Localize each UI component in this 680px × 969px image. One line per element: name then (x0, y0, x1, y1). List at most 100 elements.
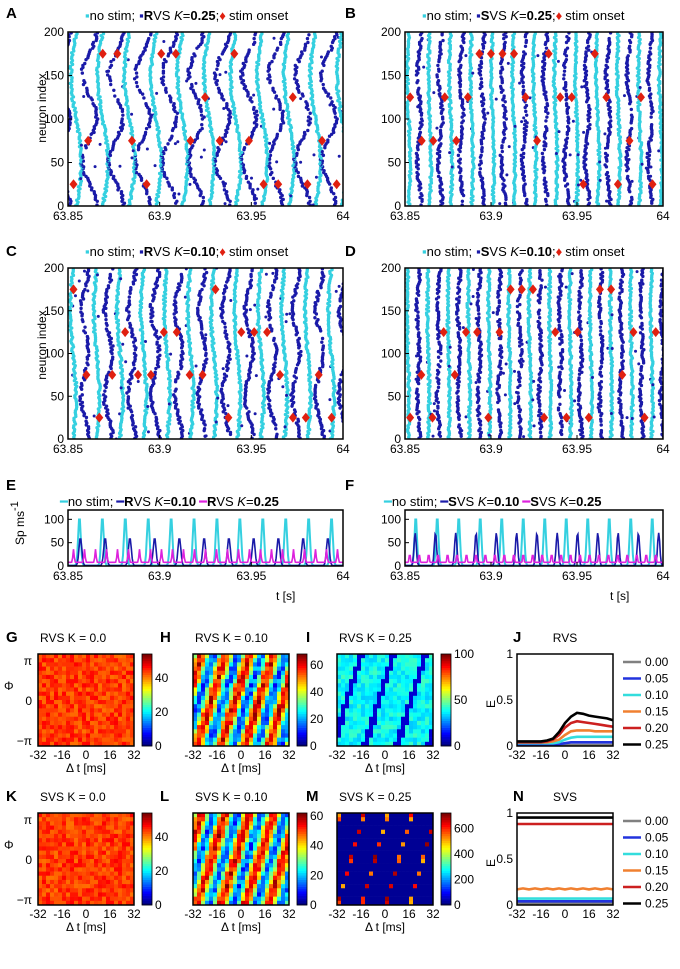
spike-stim (329, 186, 334, 190)
spike-nostim (46, 285, 49, 288)
spike-stim (361, 31, 364, 34)
spike-stim (670, 45, 673, 48)
spike-nostim (52, 185, 55, 188)
spike-stim (278, 40, 283, 45)
spike-nostim (52, 172, 55, 175)
spike-stim-stray (670, 128, 673, 131)
spike-stim (670, 58, 673, 61)
spike-stim (61, 337, 64, 340)
spike-stim (670, 133, 673, 136)
spike-stim (670, 192, 673, 195)
spike-stim (670, 136, 673, 139)
spike-stim (587, 201, 592, 205)
spike-stim (649, 92, 653, 96)
spike-stim-stray (188, 182, 192, 186)
spike-nostim (345, 160, 348, 163)
spike-stim (584, 50, 588, 54)
spike-stim (671, 113, 674, 116)
spike-stim-stray (223, 182, 227, 186)
spike-stim (295, 151, 299, 156)
spike-stim-stray (518, 81, 522, 85)
spike-stim (563, 80, 568, 85)
spike-nostim (44, 59, 47, 62)
spike-stim (399, 131, 402, 134)
spike-stim-stray (606, 47, 610, 51)
panel-label: E (6, 477, 16, 494)
spike-nostim (49, 195, 52, 198)
spike-stim (359, 108, 362, 111)
spike-stim (670, 50, 673, 53)
spike-stim (57, 382, 60, 385)
spike-nostim (260, 32, 264, 36)
spike-stim (135, 75, 139, 79)
legend-text-1: VS (457, 494, 478, 509)
legend-eq-1: = (163, 494, 171, 509)
spike-stim (523, 119, 528, 123)
spike-nostim (388, 176, 391, 179)
legend-marker-nostim: ━ (59, 494, 68, 509)
spike-stim (64, 104, 67, 107)
panel-label: B (345, 5, 356, 22)
spike-nostim (345, 158, 348, 161)
spike-stim (501, 103, 505, 108)
spike-stim (350, 56, 353, 59)
spike-stim-stray (398, 96, 401, 99)
spike-nostim (51, 137, 54, 140)
spike-nostim (387, 133, 390, 136)
spike-stim (459, 124, 464, 129)
spike-stim (120, 117, 124, 121)
spike-stim-stray (199, 155, 203, 159)
spike-stim (648, 50, 652, 54)
spike-stim-stray (131, 149, 135, 153)
spike-stim (671, 196, 674, 199)
spike-stim (61, 416, 64, 419)
spike-stim (669, 94, 672, 97)
legend-marker-k025: ━ (198, 494, 207, 509)
spike-stim (268, 153, 273, 158)
spike-nostim (46, 283, 49, 286)
spike-stim (352, 54, 355, 57)
spike-stim (350, 60, 353, 63)
legend-nostim-text: no stim; (90, 244, 136, 259)
spike-stim (191, 144, 195, 148)
spike-stim (669, 100, 672, 103)
spike-stim (61, 365, 64, 368)
spike-stim (398, 41, 401, 44)
spike-nostim (346, 151, 349, 154)
spike-stim (59, 408, 62, 411)
spike-stim (435, 73, 439, 77)
legend-stim-prefix: S (481, 8, 490, 23)
spike-stim (326, 92, 331, 96)
spike-nostim (101, 32, 106, 36)
spike-stim (356, 98, 359, 101)
spike-nostim (51, 130, 54, 133)
spike-nostim (49, 413, 52, 416)
spike-stim (668, 75, 671, 78)
spike-stim (459, 174, 463, 179)
spike-stim (670, 138, 673, 141)
spike-stim (59, 91, 62, 94)
legend-semicolon: ; (216, 8, 220, 23)
y-axis-label-sup: -1 (9, 501, 21, 511)
legend-eq: = (519, 8, 527, 23)
spike-stim (670, 98, 673, 101)
spike-stim (398, 190, 401, 193)
spike-stim (524, 38, 529, 43)
spike-nostim (385, 101, 388, 104)
y-tick-label: 0 (57, 199, 64, 213)
spike-stim (292, 77, 297, 81)
spike-stim-stray (299, 160, 303, 164)
spike-stim (60, 414, 63, 417)
spike-nostim (50, 371, 53, 374)
spike-nostim (387, 137, 390, 140)
legend-marker-stim: ▪ (476, 244, 481, 259)
spike-stim (353, 180, 356, 183)
spike-nostim (239, 150, 244, 155)
stim-onset-marker (274, 179, 283, 190)
x-axis-label: t [s] (610, 589, 629, 603)
spike-stim (397, 54, 400, 57)
spike-stim (667, 169, 670, 172)
legend: ▪no stim; ▪SVS K=0.25;♦ stim onset (422, 8, 625, 23)
spike-stim (397, 106, 400, 109)
spike-stim (629, 195, 634, 200)
